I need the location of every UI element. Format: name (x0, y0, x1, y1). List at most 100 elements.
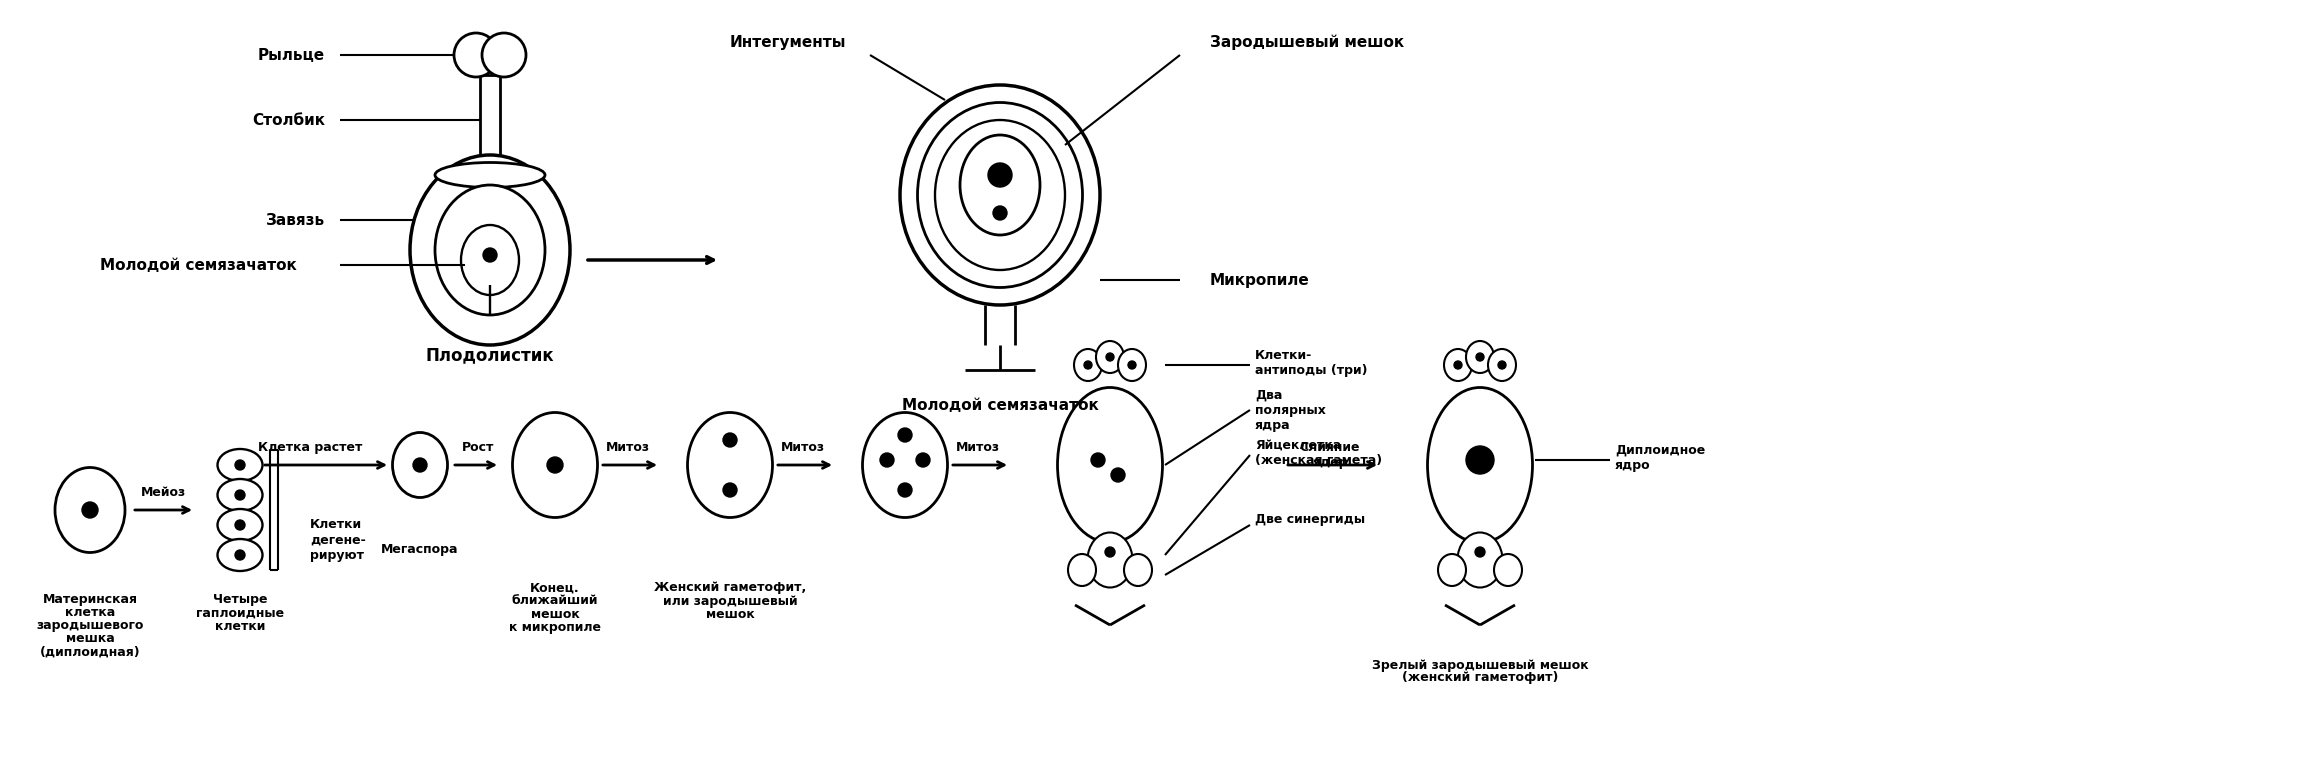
Text: (женский гаметофит): (женский гаметофит) (1402, 671, 1559, 685)
Text: Митоз: Митоз (782, 440, 825, 454)
Text: Молодой семязачаток: Молодой семязачаток (99, 257, 297, 273)
Circle shape (1476, 353, 1483, 361)
Text: зародышевого: зародышевого (37, 620, 143, 632)
Circle shape (1106, 547, 1115, 557)
Text: клетка: клетка (64, 607, 115, 620)
Text: Две синергиды: Две синергиды (1255, 514, 1366, 527)
Text: Столбик: Столбик (253, 112, 324, 128)
Ellipse shape (1437, 554, 1467, 586)
Ellipse shape (218, 539, 262, 571)
Circle shape (1467, 446, 1494, 474)
Ellipse shape (218, 509, 262, 541)
Circle shape (722, 433, 738, 447)
Circle shape (1110, 468, 1124, 482)
Text: Молодой семязачаток: Молодой семязачаток (901, 397, 1099, 413)
Circle shape (899, 428, 913, 442)
Text: ядер: ядер (1313, 456, 1347, 468)
Circle shape (1499, 361, 1506, 369)
Ellipse shape (899, 85, 1099, 305)
Text: рируют: рируют (310, 548, 363, 561)
Ellipse shape (936, 120, 1064, 270)
Circle shape (1476, 547, 1485, 557)
Ellipse shape (961, 135, 1039, 235)
Circle shape (1092, 453, 1106, 467)
Text: Материнская: Материнская (41, 594, 138, 607)
Circle shape (234, 550, 246, 560)
Circle shape (414, 458, 428, 472)
Text: Женский гаметофит,: Женский гаметофит, (653, 581, 807, 594)
Ellipse shape (1117, 349, 1145, 381)
Text: Яйцеклетка: Яйцеклетка (1255, 438, 1340, 451)
Ellipse shape (1124, 554, 1152, 586)
Text: Зрелый зародышевый мешок: Зрелый зародышевый мешок (1373, 658, 1589, 671)
Ellipse shape (55, 467, 124, 553)
Circle shape (899, 483, 913, 497)
Ellipse shape (513, 413, 598, 517)
Circle shape (993, 206, 1007, 220)
Ellipse shape (218, 449, 262, 481)
Text: дегене-: дегене- (310, 534, 366, 547)
Text: к микропиле: к микропиле (508, 621, 600, 634)
Text: Митоз: Митоз (607, 440, 651, 454)
Circle shape (453, 33, 499, 77)
Circle shape (234, 520, 246, 530)
Text: клетки: клетки (214, 620, 264, 632)
Circle shape (915, 453, 931, 467)
Text: Митоз: Митоз (956, 440, 1000, 454)
Text: ядра: ядра (1255, 419, 1290, 431)
Ellipse shape (1097, 341, 1124, 373)
Circle shape (234, 460, 246, 470)
Ellipse shape (1069, 554, 1097, 586)
Text: Интегументы: Интегументы (731, 35, 846, 49)
Text: антиподы (три): антиподы (три) (1255, 363, 1368, 377)
Ellipse shape (1494, 554, 1522, 586)
Text: Диплоидное: Диплоидное (1614, 444, 1706, 457)
Text: Рыльце: Рыльце (257, 48, 324, 62)
Text: Мегаспора: Мегаспора (382, 544, 460, 557)
Ellipse shape (1467, 341, 1494, 373)
Text: мешок: мешок (706, 608, 754, 621)
Ellipse shape (917, 102, 1083, 287)
Text: Четыре: Четыре (214, 594, 267, 607)
Circle shape (722, 483, 738, 497)
Circle shape (1085, 361, 1092, 369)
Text: Конец.: Конец. (531, 581, 579, 594)
Text: гаплоидные: гаплоидные (195, 607, 285, 620)
Text: полярных: полярных (1255, 403, 1327, 417)
Ellipse shape (1087, 533, 1133, 588)
Text: Клетки-: Клетки- (1255, 349, 1313, 361)
Ellipse shape (435, 185, 545, 315)
Circle shape (1106, 353, 1115, 361)
Circle shape (234, 490, 246, 500)
Text: мешок: мешок (531, 608, 579, 621)
Circle shape (1129, 361, 1136, 369)
Text: Плодолистик: Плодолистик (425, 346, 554, 364)
Text: Два: Два (1255, 389, 1283, 401)
Text: Клетки: Клетки (310, 518, 363, 531)
Circle shape (83, 502, 99, 518)
Ellipse shape (462, 225, 520, 295)
Text: или зародышевый: или зародышевый (662, 594, 798, 608)
Ellipse shape (218, 479, 262, 511)
Text: ядро: ядро (1614, 458, 1651, 471)
Circle shape (483, 248, 497, 262)
Ellipse shape (409, 155, 570, 345)
Text: Слияние: Слияние (1299, 440, 1361, 454)
Ellipse shape (862, 413, 947, 517)
Text: Завязь: Завязь (267, 213, 324, 227)
Text: Зародышевый мешок: Зародышевый мешок (1209, 34, 1405, 50)
Circle shape (881, 453, 894, 467)
Ellipse shape (1444, 349, 1471, 381)
Ellipse shape (1458, 533, 1504, 588)
Text: (женская гамета): (женская гамета) (1255, 454, 1382, 467)
Ellipse shape (393, 433, 448, 497)
Circle shape (989, 163, 1012, 187)
Ellipse shape (1058, 387, 1163, 543)
Text: ближайший: ближайший (513, 594, 598, 608)
Text: мешка: мешка (67, 632, 115, 645)
Text: (диплоидная): (диплоидная) (39, 645, 140, 658)
Circle shape (1453, 361, 1462, 369)
Text: Клетка растет: Клетка растет (257, 440, 363, 454)
Text: Микропиле: Микропиле (1209, 273, 1310, 287)
Ellipse shape (435, 162, 545, 188)
